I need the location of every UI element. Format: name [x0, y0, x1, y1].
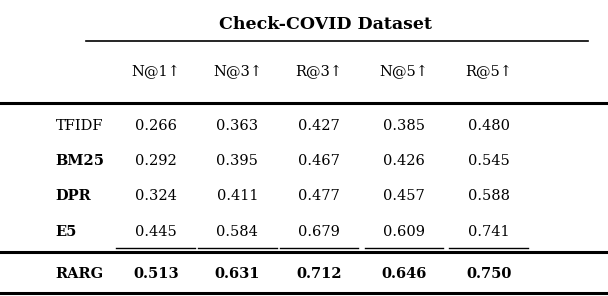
Text: 0.457: 0.457 — [383, 189, 425, 203]
Text: 0.584: 0.584 — [216, 225, 258, 239]
Text: 0.324: 0.324 — [135, 189, 177, 203]
Text: R@3↑: R@3↑ — [295, 65, 343, 79]
Text: 0.266: 0.266 — [135, 119, 177, 133]
Text: DPR: DPR — [56, 189, 92, 203]
Text: 0.646: 0.646 — [381, 267, 427, 281]
Text: 0.426: 0.426 — [383, 154, 425, 168]
Text: 0.467: 0.467 — [298, 154, 340, 168]
Text: N@5↑: N@5↑ — [379, 65, 429, 79]
Text: 0.741: 0.741 — [468, 225, 510, 239]
Text: BM25: BM25 — [56, 154, 105, 168]
Text: 0.588: 0.588 — [468, 189, 510, 203]
Text: 0.395: 0.395 — [216, 154, 258, 168]
Text: 0.679: 0.679 — [298, 225, 340, 239]
Text: 0.427: 0.427 — [299, 119, 340, 133]
Text: 0.750: 0.750 — [466, 267, 511, 281]
Text: E5: E5 — [56, 225, 77, 239]
Text: RARG: RARG — [56, 267, 104, 281]
Text: 0.292: 0.292 — [135, 154, 176, 168]
Text: 0.385: 0.385 — [383, 119, 425, 133]
Text: R@5↑: R@5↑ — [465, 65, 512, 79]
Text: 0.609: 0.609 — [383, 225, 425, 239]
Text: N@3↑: N@3↑ — [213, 65, 262, 79]
Text: Check-COVID Dataset: Check-COVID Dataset — [219, 16, 432, 33]
Text: 0.477: 0.477 — [299, 189, 340, 203]
Text: 0.545: 0.545 — [468, 154, 510, 168]
Text: 0.411: 0.411 — [216, 189, 258, 203]
Text: 0.363: 0.363 — [216, 119, 258, 133]
Text: 0.631: 0.631 — [215, 267, 260, 281]
Text: N@1↑: N@1↑ — [131, 65, 180, 79]
Text: 0.445: 0.445 — [135, 225, 176, 239]
Text: TFIDF: TFIDF — [56, 119, 103, 133]
Text: 0.480: 0.480 — [468, 119, 510, 133]
Text: 0.712: 0.712 — [296, 267, 342, 281]
Text: 0.513: 0.513 — [133, 267, 179, 281]
